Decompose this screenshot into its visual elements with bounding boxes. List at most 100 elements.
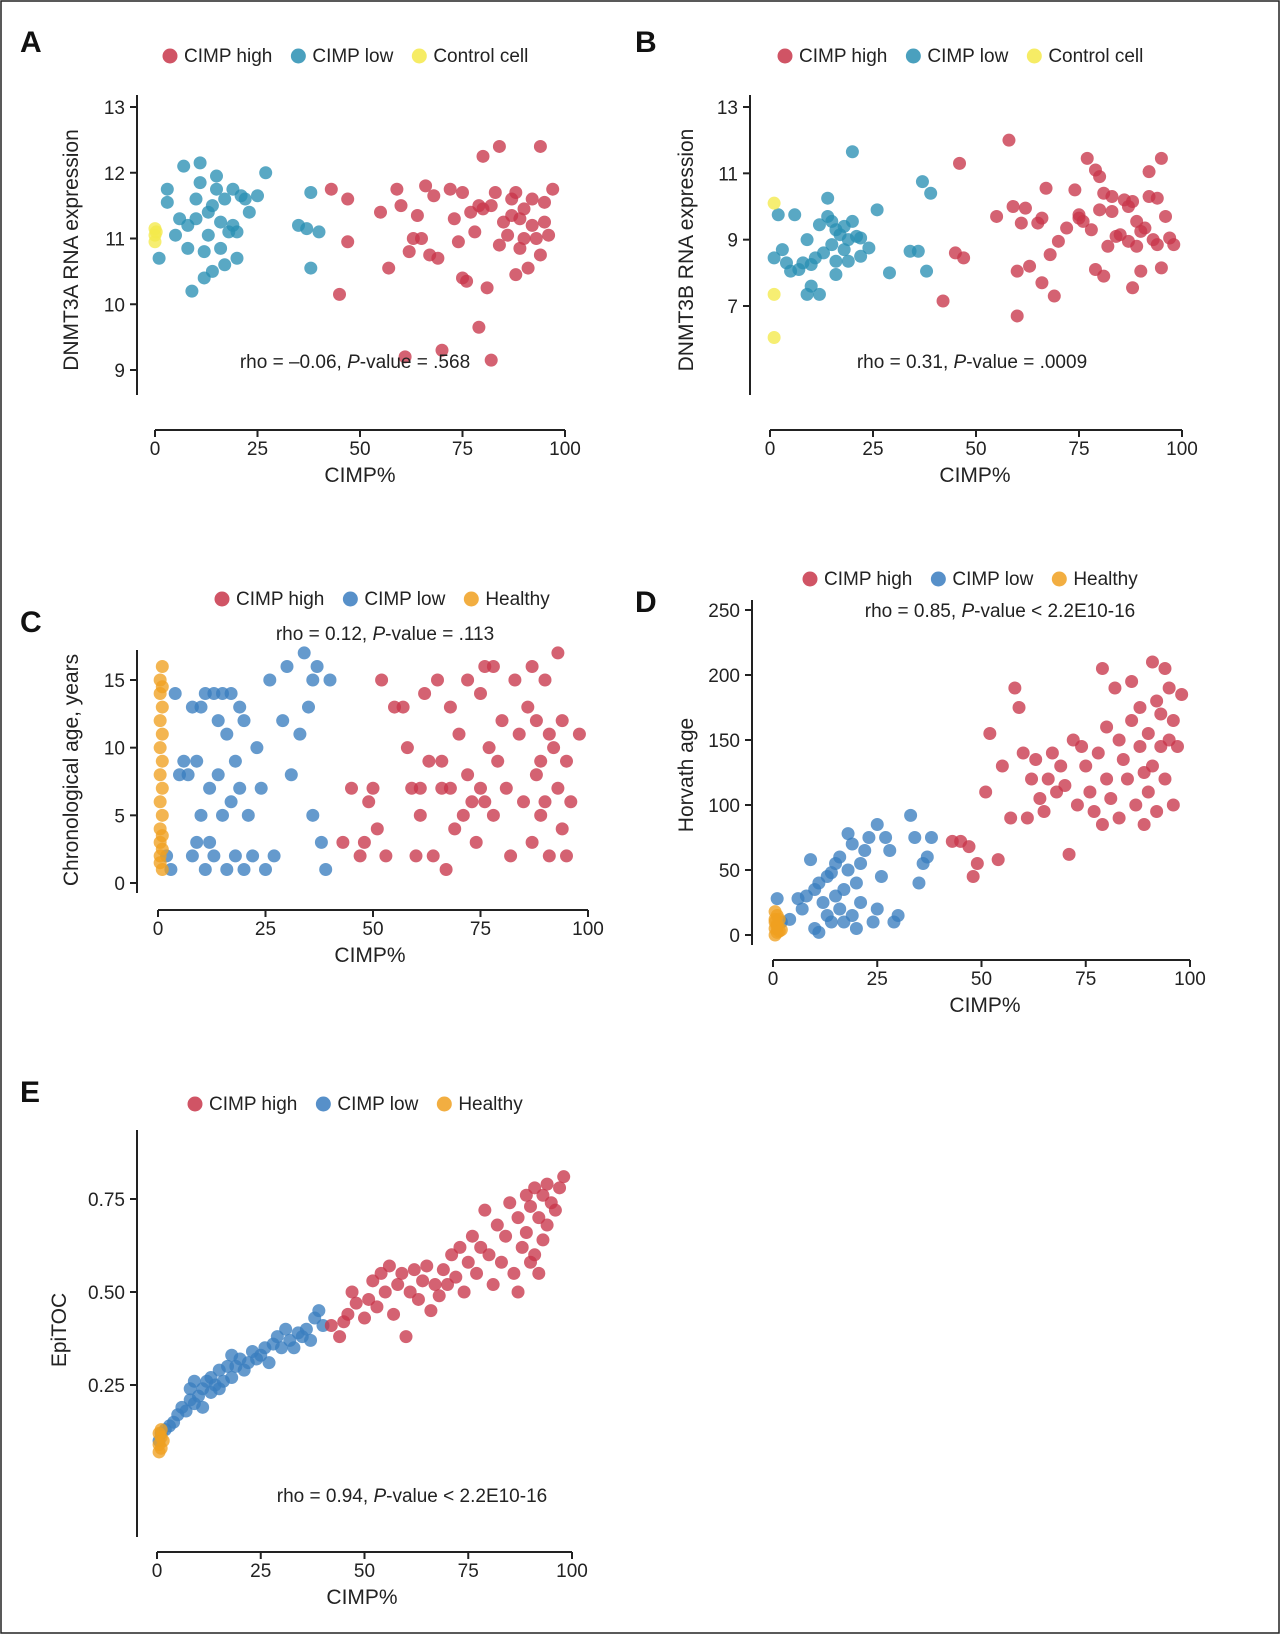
data-point [413,781,427,795]
data-point [517,202,531,216]
data-point [349,1296,363,1310]
annotation-rho: rho = 0.12, [276,624,373,645]
data-point [304,1333,318,1347]
data-point [551,646,565,660]
series-cimp-high [945,655,1189,883]
correlation-annotation: rho = 0.12, P-value = .113 [276,624,494,645]
legend-label: CIMP high [209,1094,297,1115]
data-point [513,212,527,226]
data-point [490,1218,504,1232]
data-point [548,1203,562,1217]
data-point [482,1248,496,1262]
data-point [366,781,380,795]
data-point [379,849,393,863]
data-point [529,232,543,245]
data-point [153,714,167,728]
annotation-rho: rho = 0.85, [865,601,962,622]
y-tick-label: 0.25 [88,1376,125,1397]
data-point [1051,234,1065,248]
data-point [1133,740,1147,753]
y-tick-label: 5 [114,806,125,827]
data-point [270,1330,284,1344]
data-point [555,714,569,728]
panel-label: E [20,1076,40,1109]
data-point [772,912,786,926]
annotation-p: P [961,601,974,622]
data-point [866,915,880,929]
data-point [160,195,174,209]
data-point [1130,239,1144,253]
x-tick-label: 100 [1166,439,1198,460]
x-tick-label: 100 [556,1561,588,1582]
x-tick-label: 25 [867,969,888,990]
data-point [474,781,487,795]
data-point [572,727,586,741]
data-point [370,822,384,836]
data-point [560,849,573,863]
data-point [275,1341,288,1355]
x-tick-label: 75 [458,1561,479,1582]
data-point [284,768,298,782]
data-point [155,700,169,714]
data-point [854,896,868,909]
data-point [193,176,207,190]
data-point [370,1300,384,1314]
data-point [862,831,876,844]
data-point [336,835,350,849]
data-point [879,831,893,844]
data-point [812,287,826,301]
data-point [991,853,1005,867]
data-point [211,768,225,782]
annotation-rho: rho = 0.94, [277,1486,374,1507]
data-point [962,840,976,854]
annotation-pvalue: -value < 2.2E10-16 [386,1486,547,1507]
data-point [555,822,569,836]
data-point [225,1371,239,1385]
data-point [233,781,247,795]
data-point [536,1233,550,1247]
data-point [262,1356,276,1370]
data-point [1012,701,1026,714]
data-point [193,156,207,170]
data-point [306,808,320,822]
data-point [1125,675,1139,688]
y-axis-label: Chronological age, years [60,654,83,886]
data-point [443,781,457,795]
panel-c: C 0 25 50 75 100 0 5 10 15 CIMP% Chronological age,… [20,589,604,967]
data-point [1154,707,1168,721]
data-point [189,212,203,226]
legend: CIMP high CIMP low Healthy [802,569,1138,590]
data-point [966,870,980,883]
data-point [532,1211,546,1225]
data-point [1101,239,1115,253]
y-axis-label: DNMT3A RNA expression [60,129,83,371]
data-point [542,727,556,741]
data-point [474,1240,488,1254]
data-point [300,222,314,236]
data-point [420,1259,434,1273]
data-point [387,1307,401,1321]
data-point [1095,818,1109,831]
data-point [908,831,922,844]
data-point [1016,746,1030,760]
correlation-annotation: rho = –0.06, P-value = .568 [240,352,470,373]
data-point [390,182,404,196]
legend: CIMP high CIMP low Healthy [214,589,550,610]
data-point [1047,289,1061,303]
data-point [203,835,217,849]
data-point [983,727,997,740]
legend-label: Healthy [485,589,550,610]
x-tick-label: 50 [349,439,370,460]
data-point [1002,133,1016,147]
data-point [1075,740,1089,753]
data-point [259,166,273,180]
data-point [1025,772,1039,786]
data-point [341,192,355,206]
data-point [443,182,457,196]
data-point [525,659,539,673]
data-point [521,261,535,275]
data-point [449,1270,463,1284]
legend-marker [187,1096,203,1112]
data-point [1170,740,1184,753]
legend-label: CIMP high [824,569,912,590]
